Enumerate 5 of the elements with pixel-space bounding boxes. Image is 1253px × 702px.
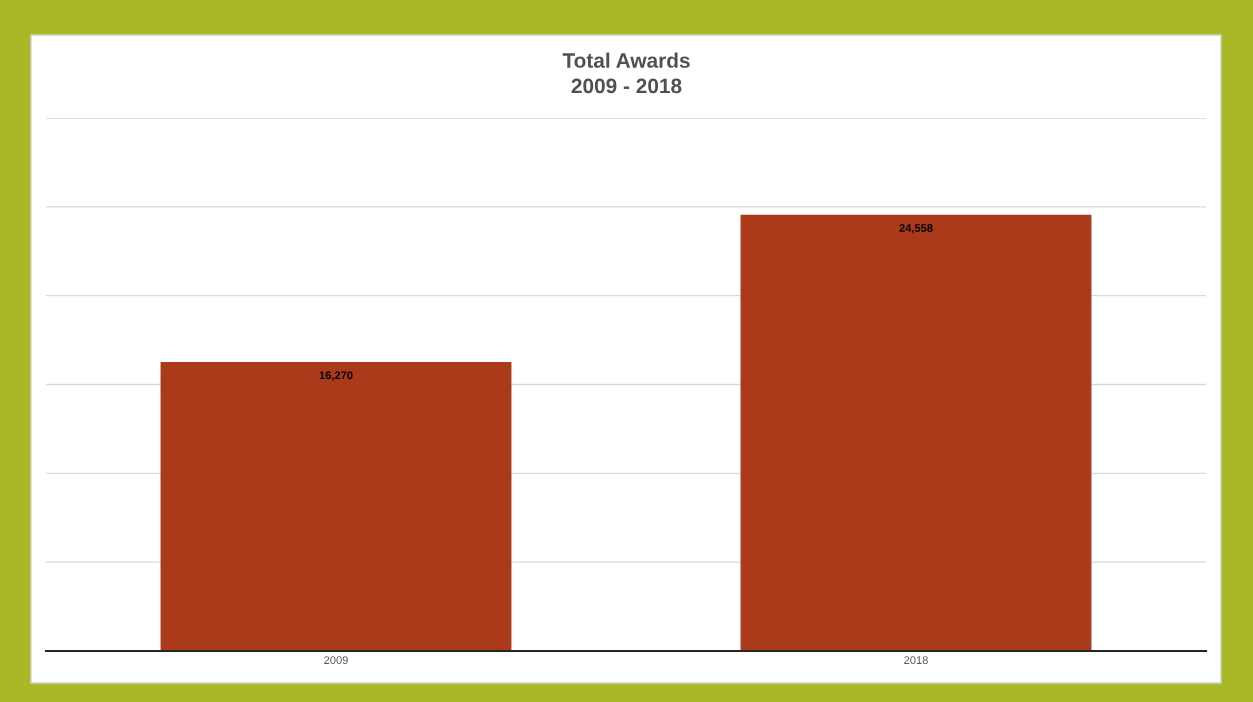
x-tick-label: 2018 xyxy=(904,656,928,665)
data-label: 16,270 xyxy=(319,371,353,381)
chart-title: Total Awards 2009 - 2018 xyxy=(562,52,690,94)
x-tick-label: 2009 xyxy=(324,656,348,665)
data-label: 24,558 xyxy=(899,224,933,234)
